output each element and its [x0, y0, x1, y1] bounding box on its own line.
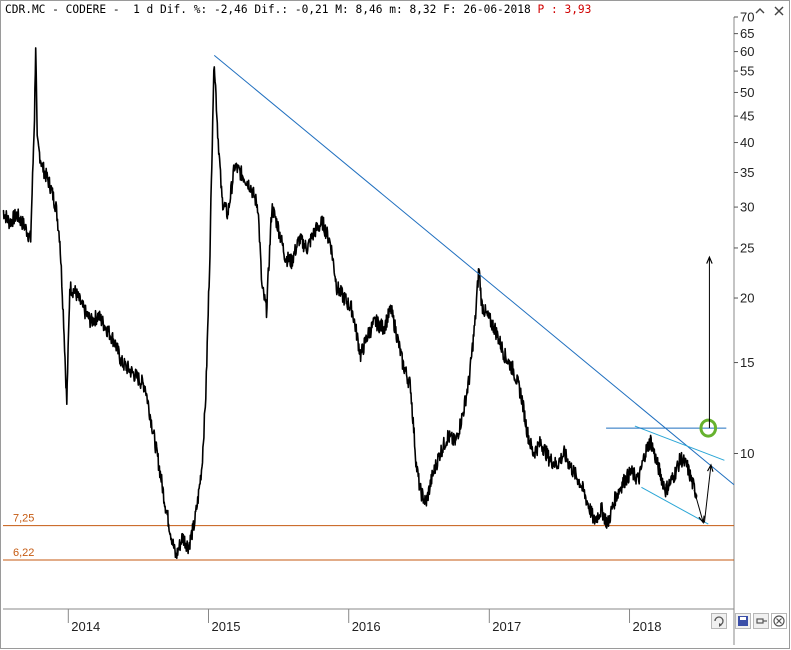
last-label: P :: [537, 3, 558, 16]
y-tick-label: 20: [740, 291, 754, 306]
support-levels: 7,25 6,22: [3, 513, 734, 561]
separator: -: [52, 3, 59, 16]
save-button[interactable]: [735, 613, 751, 629]
y-tick-label: 50: [740, 85, 754, 100]
annotations: [213, 54, 735, 525]
dif-pct-value: -2,46: [213, 3, 248, 16]
y-tick-label: 40: [740, 135, 754, 150]
close-icon[interactable]: [774, 6, 784, 16]
save-icon: [738, 616, 748, 626]
window-controls-icons: [755, 6, 784, 16]
target-ellipse: [699, 418, 718, 438]
chart-header: CDR.MC - CODERE - 1 d Dif. %: -2,46 Dif.…: [5, 3, 591, 17]
y-tick-label: 45: [740, 109, 754, 124]
support-level-label: 6,22: [13, 547, 34, 559]
downtrend-line: [213, 54, 735, 486]
price-line: [2, 47, 698, 559]
last-value: 3,93: [564, 3, 592, 16]
arrow-head: [698, 515, 705, 525]
dif-value: -0,21: [294, 3, 329, 16]
channel-upper-line: [634, 425, 725, 461]
company-name: CODERE: [65, 3, 107, 16]
y-tick-label: 15: [740, 355, 754, 370]
separator: -: [112, 3, 120, 16]
x-tick-label: 2016: [352, 619, 381, 634]
x-axis: 2014 2015 2016 2017 2018: [67, 609, 662, 634]
refresh-button[interactable]: [711, 613, 727, 629]
y-tick-label: 60: [740, 44, 754, 59]
y-tick-label: 55: [740, 64, 754, 79]
collapse-icon[interactable]: [755, 8, 765, 14]
period: 1 d: [133, 3, 154, 16]
dif-label: Dif.:: [254, 3, 289, 16]
min-label: m:: [389, 3, 403, 16]
pin-icon: [756, 618, 767, 624]
close-chart-button[interactable]: [771, 613, 787, 629]
y-tick-label: 70: [740, 10, 754, 25]
refresh-icon: [714, 616, 724, 627]
pin-button[interactable]: [753, 613, 769, 629]
projection-arrow: [693, 489, 704, 523]
y-tick-label: 35: [740, 165, 754, 180]
y-tick-label: 10: [740, 446, 754, 461]
plot-frame: [3, 17, 735, 645]
x-tick-label: 2015: [212, 619, 241, 634]
min-value: 8,32: [409, 3, 437, 16]
x-tick-label: 2018: [633, 619, 662, 634]
close-icon: [773, 615, 785, 627]
max-label: M:: [335, 3, 349, 16]
date-value: 26-06-2018: [463, 3, 531, 16]
symbol: CDR.MC: [5, 3, 46, 16]
dif-pct-label: Dif. %:: [160, 3, 208, 16]
channel-lower-line: [641, 486, 709, 525]
y-tick-label: 65: [740, 26, 754, 41]
price-series: [2, 47, 698, 559]
max-value: 8,46: [355, 3, 383, 16]
x-tick-label: 2014: [71, 619, 100, 634]
x-tick-label: 2017: [492, 619, 521, 634]
projection-arrow: [703, 464, 712, 523]
arrow-head: [706, 255, 713, 264]
y-tick-label: 25: [740, 240, 754, 255]
support-level-label: 7,25: [13, 513, 34, 525]
window-controls: [753, 3, 787, 22]
arrow-head: [706, 463, 714, 472]
date-label: F:: [443, 3, 457, 16]
y-tick-label: 30: [740, 200, 754, 215]
